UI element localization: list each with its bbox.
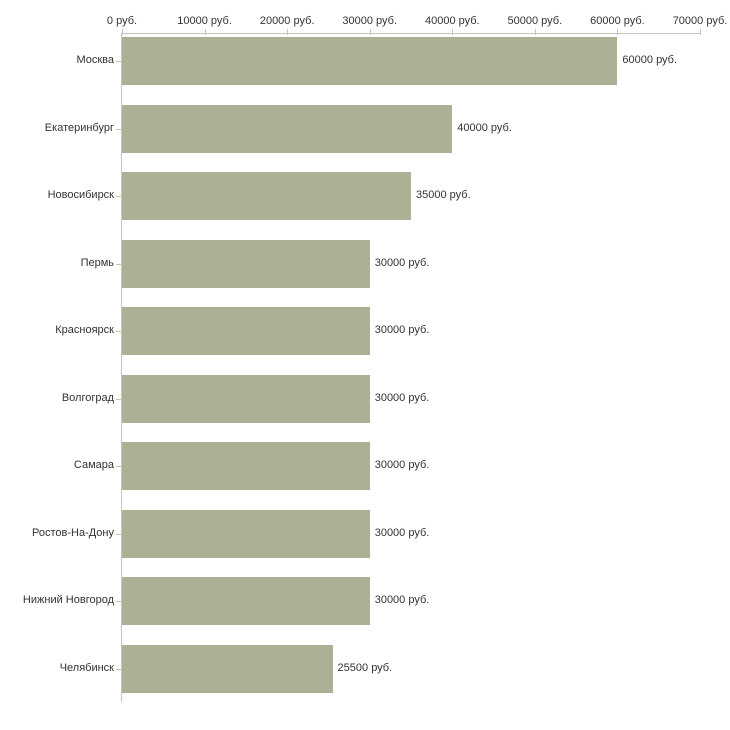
y-axis-tick [116, 399, 121, 400]
value-label: 40000 руб. [457, 121, 512, 134]
x-tick-label: 40000 руб. [424, 15, 480, 27]
category-label: Екатеринбург [44, 121, 114, 134]
value-label: 60000 руб. [622, 54, 678, 66]
y-axis-tick [116, 264, 121, 265]
x-axis-tick [700, 29, 701, 35]
y-axis-tick [116, 196, 121, 197]
y-axis-line [121, 33, 122, 702]
x-tick-label: 30000 руб. [342, 15, 398, 27]
x-axis-tick [534, 29, 536, 35]
bar [122, 509, 370, 558]
x-tick-label: 20000 руб. [259, 15, 315, 27]
x-tick-label: 0 руб. [106, 15, 138, 27]
category-label: Пермь [80, 256, 114, 269]
value-label: 30000 руб. [374, 256, 430, 269]
value-label: 35000 руб. [416, 189, 471, 201]
category-label: Челябинск [59, 661, 114, 674]
x-axis-line [122, 33, 701, 34]
x-tick-label: 50000 руб. [507, 15, 563, 27]
y-axis-tick [116, 331, 121, 332]
value-label: 30000 руб. [374, 391, 430, 404]
x-axis-tick [204, 29, 206, 35]
y-axis-tick [116, 601, 121, 602]
category-label: Ростов-На-Дону [31, 526, 114, 539]
value-label: 25500 руб. [337, 661, 393, 674]
bar [122, 644, 333, 693]
value-label: 30000 руб. [374, 324, 430, 336]
bar [122, 577, 370, 625]
y-axis-tick [116, 61, 121, 62]
value-label: 30000 руб. [374, 459, 430, 471]
x-axis-tick [369, 29, 371, 35]
value-label: 30000 руб. [374, 594, 430, 606]
bar [122, 172, 411, 220]
category-label: Новосибирск [47, 189, 114, 201]
y-axis-tick [116, 129, 121, 130]
bar [122, 239, 370, 288]
x-tick-label: 70000 руб. [672, 15, 728, 27]
bar [122, 307, 370, 355]
x-tick-label: 10000 руб. [177, 15, 232, 27]
category-label: Москва [76, 54, 114, 66]
value-label: 30000 руб. [374, 526, 430, 539]
category-label: Самара [73, 459, 114, 471]
bar [122, 37, 618, 85]
x-tick-label: 60000 руб. [590, 15, 645, 27]
category-label: Красноярск [55, 324, 114, 336]
x-axis-tick [287, 29, 289, 35]
y-axis-tick [116, 534, 121, 535]
x-axis-tick [452, 29, 454, 35]
x-axis-tick [617, 29, 619, 35]
category-label: Волгоград [61, 391, 114, 404]
y-axis-tick [116, 669, 121, 670]
bar [122, 374, 370, 423]
bar [122, 442, 370, 490]
x-axis-tick [122, 29, 123, 35]
category-label: Нижний Новгород [22, 594, 114, 606]
y-axis-tick [116, 466, 121, 467]
bar [122, 104, 453, 153]
